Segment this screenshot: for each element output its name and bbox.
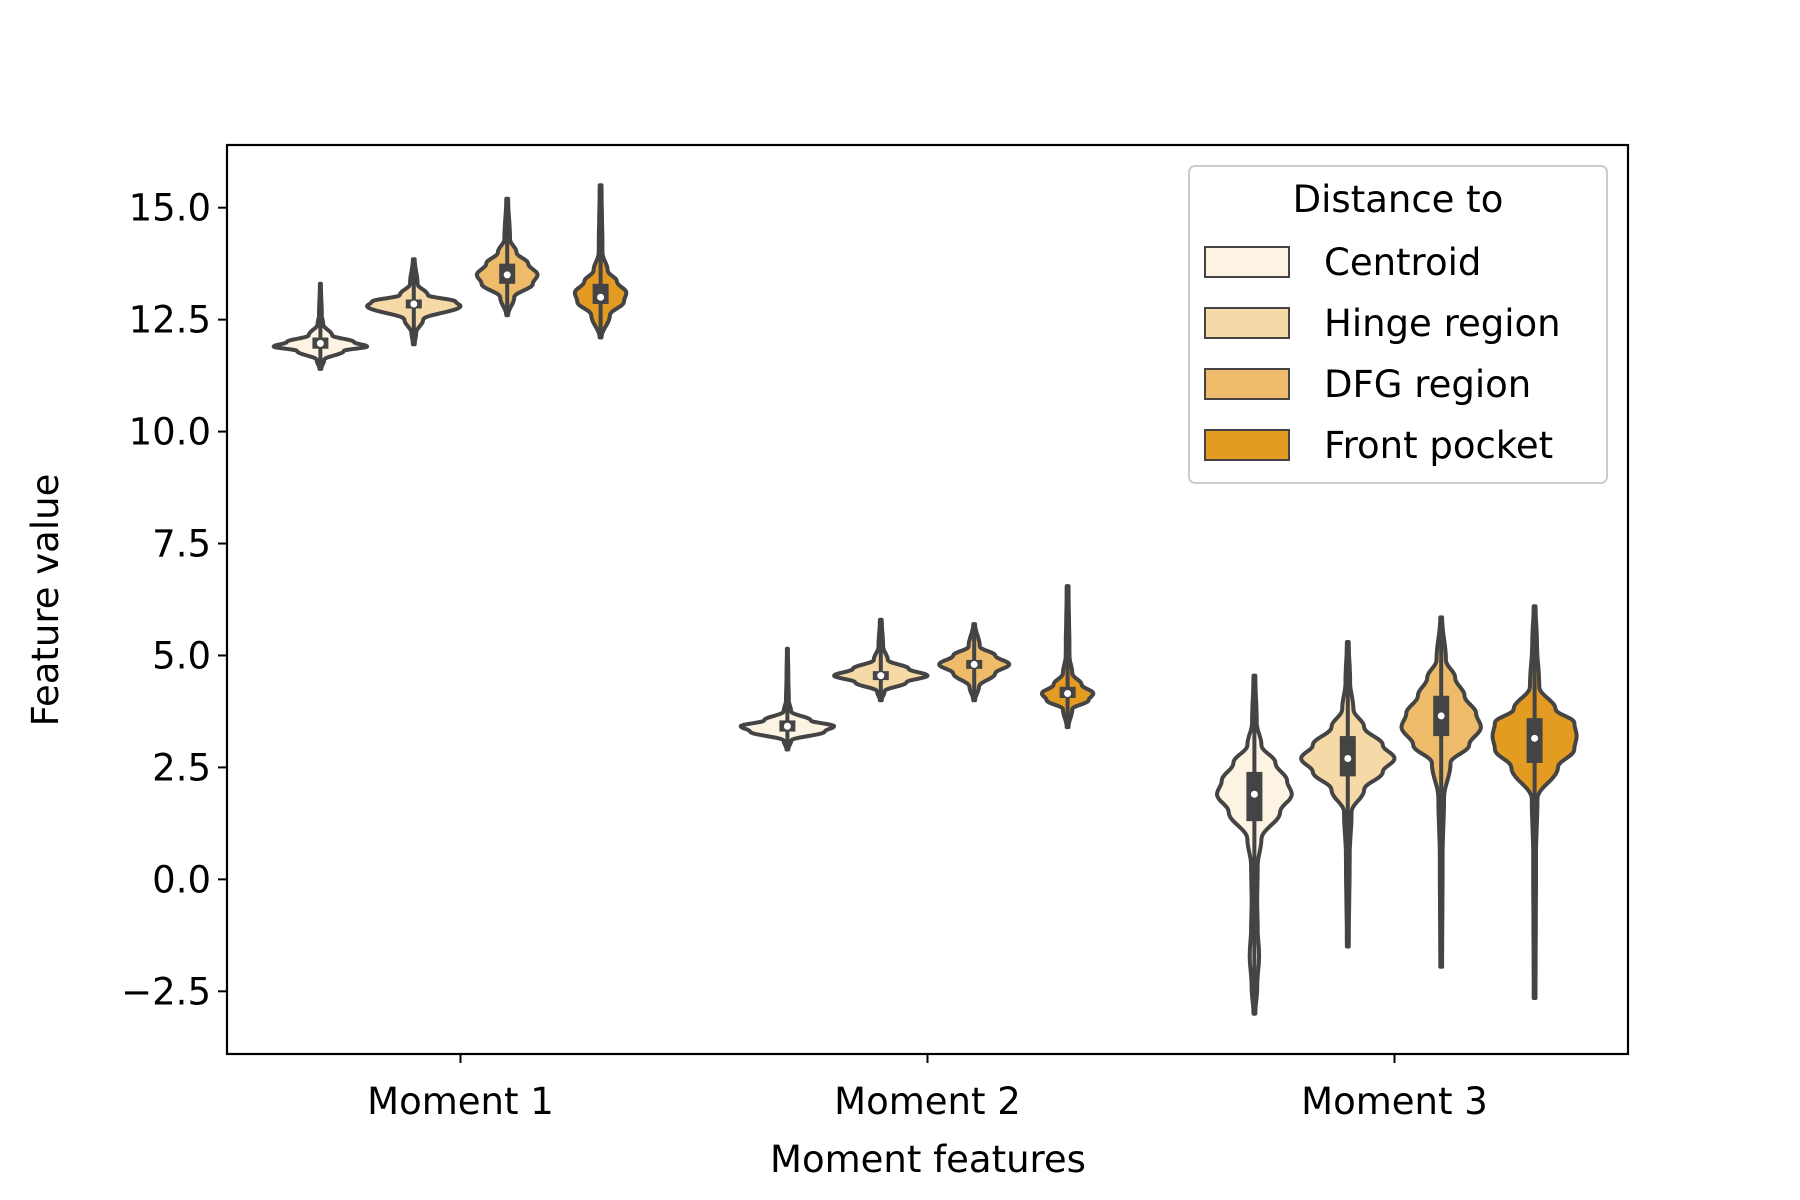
legend-swatch-hinge-region <box>1204 307 1290 339</box>
y-tick-label: 7.5 <box>152 523 211 566</box>
x-axis-title: Moment features <box>770 1138 1086 1181</box>
x-tick-label: Moment 3 <box>1301 1080 1488 1123</box>
median-point-front-pocket-moment-3 <box>1531 734 1539 742</box>
median-point-centroid-moment-3 <box>1250 790 1258 798</box>
median-point-dfg-region-moment-1 <box>503 271 511 279</box>
y-axis-title: Feature value <box>24 474 67 727</box>
legend-swatch-front-pocket <box>1204 429 1290 461</box>
y-tick-label: 12.5 <box>129 299 211 342</box>
median-point-centroid-moment-2 <box>783 722 791 730</box>
median-point-front-pocket-moment-2 <box>1064 690 1072 698</box>
axes-layer: −2.5 0.0 2.5 5.0 7.5 10.0 12.5 15.0 Moment 1 Mome… <box>121 143 1630 1123</box>
x-tick-label: Moment 1 <box>367 1080 554 1123</box>
legend-swatch-centroid <box>1204 246 1290 278</box>
legend-label: DFG region <box>1324 363 1531 406</box>
median-point-hinge-region-moment-3 <box>1344 754 1352 762</box>
violin-layer <box>271 183 1579 1016</box>
legend-label: Front pocket <box>1324 424 1553 467</box>
legend-swatch-dfg-region <box>1204 368 1290 400</box>
y-tick-label: 0.0 <box>152 858 211 901</box>
legend-frame <box>1188 165 1608 484</box>
median-point-dfg-region-moment-2 <box>970 660 978 668</box>
legend-items: Centroid Hinge region DFG region Front pock… <box>1204 241 1561 467</box>
legend: Distance to Centroid Hinge region DFG regi… <box>1188 165 1608 484</box>
median-point-dfg-region-moment-3 <box>1437 712 1445 720</box>
median-point-front-pocket-moment-1 <box>597 293 605 301</box>
legend-label: Centroid <box>1324 241 1481 284</box>
legend-title: Distance to <box>1293 178 1504 221</box>
y-tick-label: 15.0 <box>129 187 211 230</box>
x-tick-label: Moment 2 <box>834 1080 1021 1123</box>
y-tick-label: −2.5 <box>121 970 211 1013</box>
y-tick-label: 10.0 <box>129 411 211 454</box>
legend-label: Hinge region <box>1324 302 1561 345</box>
median-point-hinge-region-moment-1 <box>410 300 418 308</box>
y-tick-label: 2.5 <box>152 746 211 789</box>
median-point-centroid-moment-1 <box>316 339 324 347</box>
median-point-hinge-region-moment-2 <box>877 672 885 680</box>
y-tick-label: 5.0 <box>152 634 211 677</box>
